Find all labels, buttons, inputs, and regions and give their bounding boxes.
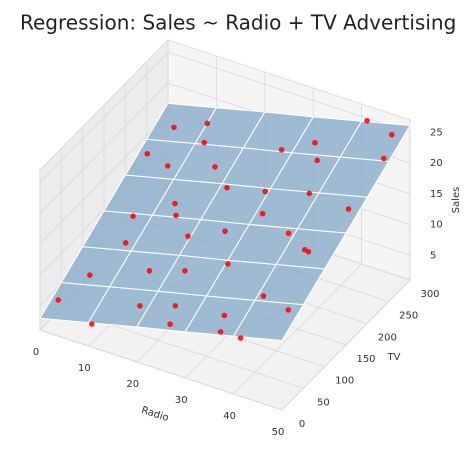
point	[364, 117, 370, 124]
z-tick-label: 10	[430, 220, 443, 231]
z-tick-label: 20	[430, 158, 443, 169]
x-tick-label: 0	[33, 347, 39, 358]
x-tick-label: 10	[78, 363, 91, 374]
z-tick-label: 25	[430, 127, 443, 138]
point	[260, 293, 267, 299]
point	[146, 267, 153, 274]
point	[185, 233, 191, 239]
y-axis-label: TV	[387, 352, 401, 363]
point	[285, 307, 292, 313]
grid-line	[39, 82, 169, 214]
y-tick-label: 250	[399, 311, 418, 322]
point	[55, 297, 62, 303]
point	[225, 261, 231, 267]
y-tick-label: 150	[356, 354, 375, 365]
point	[345, 206, 352, 212]
point	[137, 303, 143, 309]
grid-line	[167, 51, 411, 133]
grid-line	[39, 52, 169, 183]
x-tick-label: 20	[126, 379, 139, 390]
grid-line	[39, 113, 169, 245]
point	[388, 131, 395, 138]
point	[201, 139, 207, 146]
point	[306, 190, 313, 197]
x-tick-label: 30	[175, 395, 188, 406]
point	[164, 163, 171, 169]
x-tick-label: 40	[223, 411, 236, 422]
point	[173, 212, 179, 219]
point	[87, 272, 93, 278]
point	[167, 321, 173, 327]
point	[172, 303, 179, 309]
point	[222, 228, 228, 234]
point	[262, 188, 268, 195]
z-tick-label: 15	[430, 189, 443, 200]
point	[314, 157, 321, 164]
y-tick-label: 200	[378, 332, 397, 343]
point	[144, 150, 151, 157]
x-tick-label: 50	[272, 427, 285, 438]
z-tick-label: 5	[430, 250, 436, 261]
point	[237, 335, 244, 341]
z-axis-label: Sales	[451, 187, 462, 214]
point	[259, 210, 266, 217]
y-tick-label: 300	[420, 289, 439, 300]
grid-line	[39, 329, 283, 411]
point	[381, 155, 387, 162]
point	[172, 200, 178, 207]
point	[89, 321, 95, 327]
y-tick-label: 0	[299, 419, 305, 430]
point	[224, 184, 230, 191]
point	[285, 230, 292, 237]
point	[171, 124, 177, 131]
point	[312, 139, 318, 146]
surface-patch	[339, 120, 411, 162]
point	[122, 240, 129, 246]
point	[204, 120, 211, 127]
point	[130, 213, 136, 219]
point	[221, 312, 228, 319]
chart-title: Regression: Sales ~ Radio + TV Advertisi…	[20, 11, 456, 35]
x-axis-label: Radio	[140, 405, 170, 424]
point	[301, 246, 308, 253]
y-tick-label: 100	[335, 376, 354, 387]
point	[212, 164, 218, 170]
point	[182, 268, 188, 274]
point	[278, 146, 285, 153]
y-tick-label: 50	[317, 397, 330, 408]
point	[217, 329, 224, 335]
